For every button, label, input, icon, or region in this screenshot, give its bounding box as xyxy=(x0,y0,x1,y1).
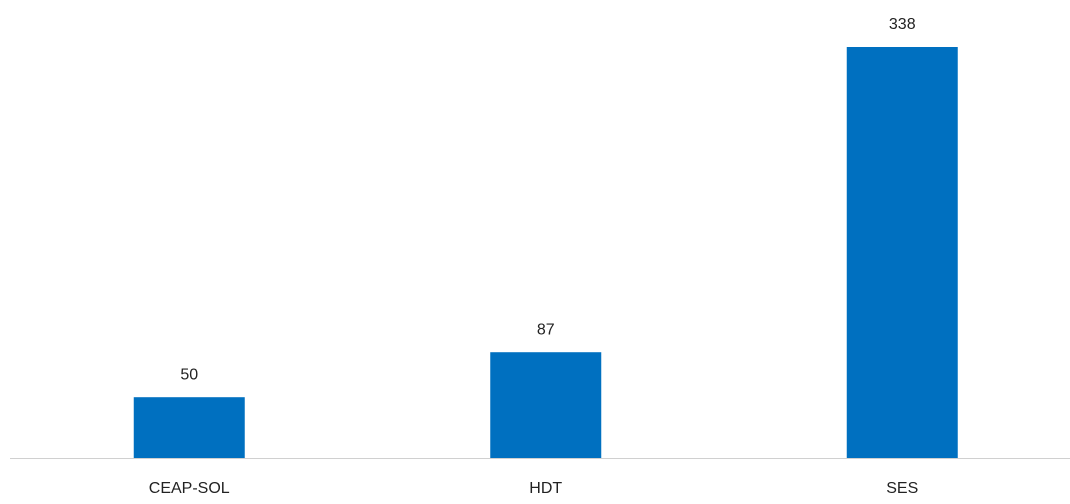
bar xyxy=(133,397,245,458)
x-tick-label: CEAP-SOL xyxy=(149,480,230,497)
data-label: 338 xyxy=(889,16,916,33)
data-label: 50 xyxy=(180,366,198,383)
bar xyxy=(846,47,958,458)
x-tick-label: SES xyxy=(886,480,918,497)
x-tick-label: HDT xyxy=(529,480,562,497)
bar xyxy=(490,352,602,458)
data-label: 87 xyxy=(537,321,555,338)
